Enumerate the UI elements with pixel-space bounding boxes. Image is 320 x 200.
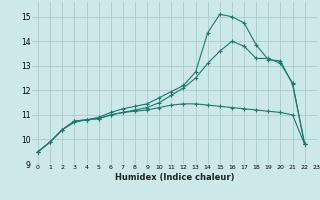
X-axis label: Humidex (Indice chaleur): Humidex (Indice chaleur) [115, 173, 234, 182]
